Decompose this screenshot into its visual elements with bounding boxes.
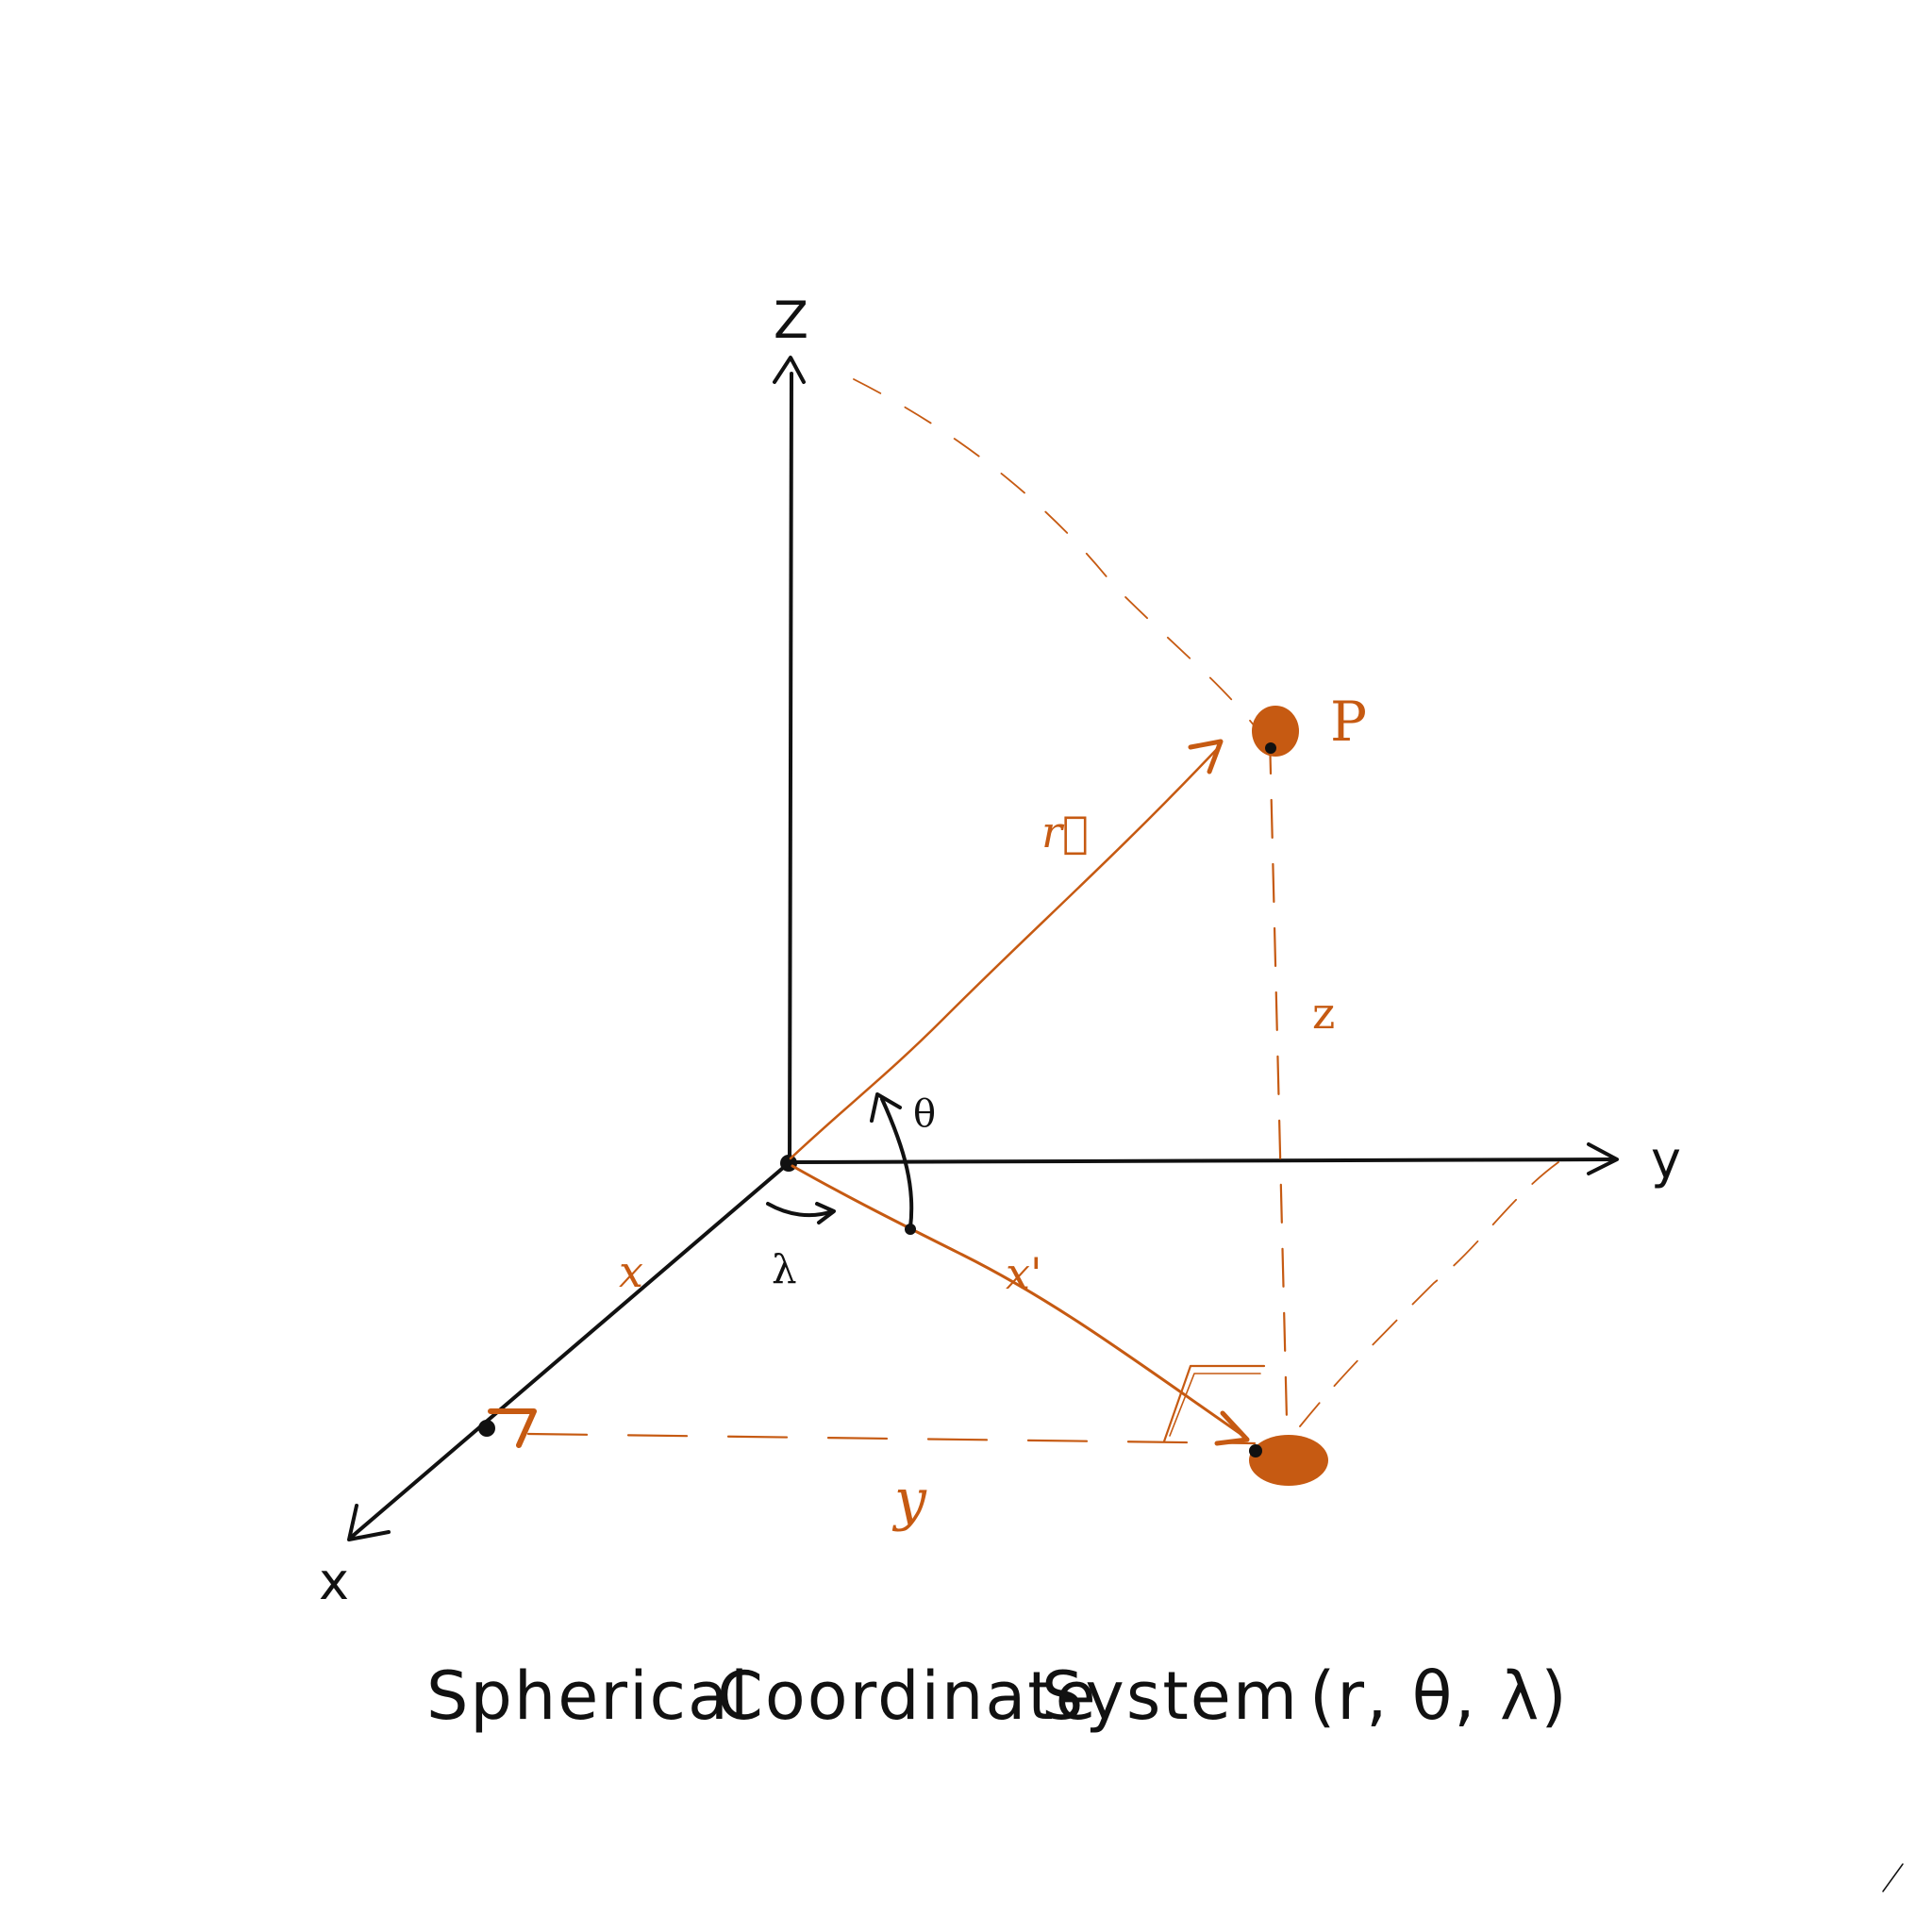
x-prime-line	[791, 1164, 1245, 1438]
z-axis-arrowhead	[773, 356, 806, 384]
base-projection-point	[1249, 1435, 1328, 1486]
y-axis-label: y	[1651, 1130, 1681, 1190]
y-axis-arrowhead	[1587, 1142, 1619, 1175]
point-p	[1252, 706, 1299, 757]
theta-arc-arrowhead	[870, 1092, 902, 1123]
x-prime-label: x'	[1006, 1248, 1042, 1299]
r-vector-line	[789, 747, 1219, 1160]
x-axis	[351, 1160, 791, 1538]
caption: Spherical Coordinate System (r, θ, λ)	[426, 1657, 1569, 1735]
base-projection-center-dot	[1249, 1444, 1262, 1457]
lambda-arc-arrowhead	[815, 1202, 836, 1224]
caption-word-system: System	[1041, 1657, 1299, 1735]
x-axis-tick-marker	[488, 1408, 537, 1448]
theta-arc	[880, 1097, 914, 1229]
point-p-center-dot	[1265, 742, 1276, 754]
y-dashed-line	[526, 1432, 1257, 1445]
y-axis	[788, 1158, 1615, 1164]
stray-pen-mark	[1882, 1863, 1904, 1892]
right-angle-marker-stroke-2	[1169, 1373, 1261, 1437]
lambda-label: λ	[772, 1246, 797, 1292]
x-prime-arrowhead	[1214, 1410, 1250, 1446]
z-height-label: z	[1312, 988, 1335, 1039]
z-top-dashed-arc	[853, 378, 1256, 727]
theta-label: θ	[913, 1092, 936, 1136]
r-vector-arrowhead	[1188, 739, 1224, 774]
caption-coordinate-tuple: (r, θ, λ)	[1309, 1657, 1569, 1735]
point-p-label: P	[1330, 690, 1367, 754]
z-axis	[788, 372, 793, 1164]
caption-word-spherical: Spherical	[426, 1657, 750, 1735]
y-end-dashed-arc	[1299, 1161, 1559, 1427]
x-axis-label: x	[319, 1552, 349, 1611]
z-axis-label: Z	[774, 291, 808, 350]
caption-word-coordinate: Coordinate	[717, 1657, 1098, 1735]
z-dashed-drop	[1268, 734, 1289, 1422]
lambda-arc	[766, 1202, 834, 1218]
x-axis-arrowhead	[347, 1504, 391, 1541]
right-angle-marker	[1162, 1364, 1266, 1443]
y-length-label: y	[891, 1467, 927, 1533]
axes-group	[347, 356, 1619, 1541]
origin-point	[780, 1155, 797, 1172]
angle-markers	[766, 1092, 916, 1235]
orange-geometry	[478, 378, 1559, 1486]
x-axis-tick-dot	[478, 1420, 495, 1437]
x-length-label: x	[619, 1246, 643, 1297]
r-vector-label: r⃗	[1041, 807, 1089, 858]
theta-arc-end-dot	[905, 1224, 916, 1235]
